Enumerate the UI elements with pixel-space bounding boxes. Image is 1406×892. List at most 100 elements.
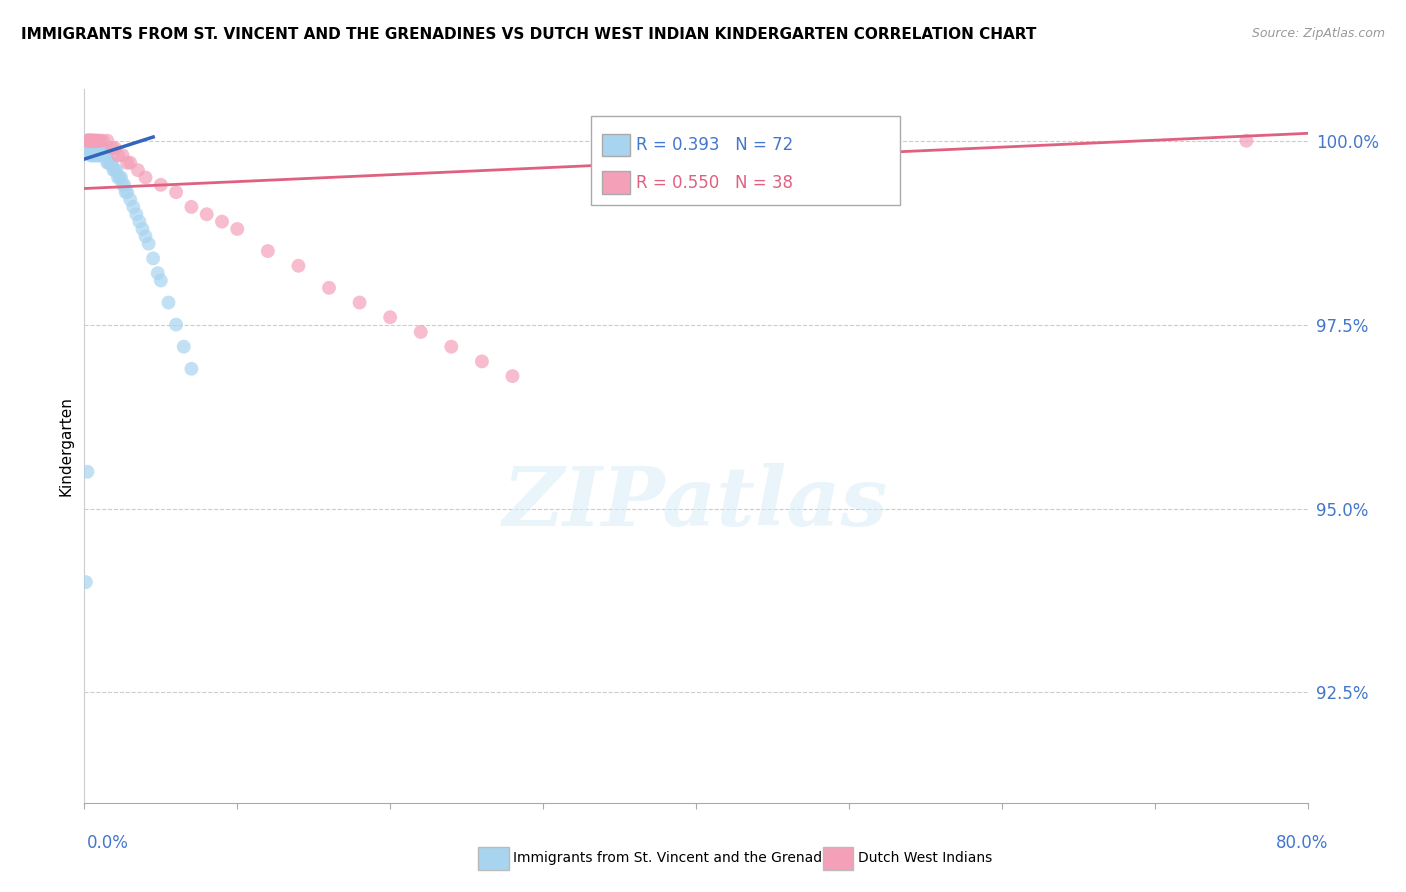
Point xyxy=(122,200,145,214)
Point xyxy=(86,141,108,155)
Point xyxy=(97,155,120,169)
Point xyxy=(108,170,131,185)
Point xyxy=(128,214,150,228)
Point xyxy=(149,273,172,287)
Point xyxy=(83,148,105,162)
Point xyxy=(103,163,125,178)
Point xyxy=(80,141,103,155)
Point xyxy=(76,141,98,155)
Point xyxy=(75,575,97,590)
Point xyxy=(84,134,107,148)
Point xyxy=(173,340,195,354)
Point xyxy=(76,465,98,479)
Point xyxy=(83,141,105,155)
Point xyxy=(87,148,110,162)
Point xyxy=(84,141,107,155)
Point xyxy=(135,229,157,244)
Point xyxy=(89,141,111,155)
Point xyxy=(142,252,165,266)
Point xyxy=(115,155,138,169)
Point xyxy=(318,281,340,295)
Point xyxy=(120,155,142,169)
Point xyxy=(90,148,112,162)
Point xyxy=(77,141,100,155)
Point xyxy=(77,134,100,148)
Point xyxy=(157,295,180,310)
Point xyxy=(76,134,98,148)
Point xyxy=(125,207,148,221)
Point xyxy=(86,134,108,148)
Point xyxy=(77,134,100,148)
Point xyxy=(79,134,101,148)
Point xyxy=(76,134,98,148)
Point xyxy=(115,185,138,199)
Point xyxy=(180,361,202,376)
Point xyxy=(93,148,115,162)
Point xyxy=(79,148,101,162)
Point xyxy=(120,193,142,207)
Point xyxy=(107,148,129,162)
Point xyxy=(77,141,100,155)
Point xyxy=(380,310,402,325)
Text: ZIPatlas: ZIPatlas xyxy=(503,463,889,543)
Point xyxy=(80,141,103,155)
Point xyxy=(76,134,98,148)
Point xyxy=(96,134,118,148)
Point xyxy=(502,369,524,384)
Point xyxy=(112,178,135,192)
Point xyxy=(131,222,153,236)
Point xyxy=(349,295,371,310)
Point xyxy=(180,200,202,214)
Point xyxy=(1234,134,1257,148)
Point xyxy=(146,266,169,280)
Point xyxy=(98,155,121,169)
Point xyxy=(114,185,136,199)
Point xyxy=(471,354,494,368)
Point xyxy=(86,148,108,162)
Point xyxy=(226,222,249,236)
Point xyxy=(165,185,187,199)
Point xyxy=(96,148,118,162)
Point xyxy=(86,134,108,148)
Point xyxy=(195,207,218,221)
Point xyxy=(79,134,101,148)
Point xyxy=(91,148,114,162)
Point xyxy=(80,134,103,148)
Point xyxy=(211,214,233,228)
Point xyxy=(440,340,463,354)
Point xyxy=(76,134,98,148)
Point xyxy=(84,148,107,162)
Point xyxy=(77,134,100,148)
Point xyxy=(75,134,97,148)
Point xyxy=(138,236,160,251)
Point xyxy=(105,163,128,178)
Point xyxy=(101,141,124,155)
Point xyxy=(87,141,110,155)
Point xyxy=(110,170,132,185)
Point xyxy=(107,170,129,185)
Point xyxy=(135,170,157,185)
Text: R = 0.393   N = 72: R = 0.393 N = 72 xyxy=(636,136,793,154)
Point xyxy=(77,141,100,155)
Point xyxy=(75,134,97,148)
Point xyxy=(89,134,111,148)
Point xyxy=(287,259,309,273)
Text: R = 0.550   N = 38: R = 0.550 N = 38 xyxy=(636,174,793,192)
Point xyxy=(409,325,432,339)
Point xyxy=(257,244,280,258)
Point xyxy=(104,163,127,178)
Text: IMMIGRANTS FROM ST. VINCENT AND THE GRENADINES VS DUTCH WEST INDIAN KINDERGARTEN: IMMIGRANTS FROM ST. VINCENT AND THE GREN… xyxy=(21,27,1036,42)
Point xyxy=(111,178,134,192)
Point xyxy=(89,134,111,148)
Point xyxy=(94,148,117,162)
Point xyxy=(80,134,103,148)
Point xyxy=(80,134,103,148)
Text: 0.0%: 0.0% xyxy=(87,834,129,852)
Point xyxy=(79,134,101,148)
Point xyxy=(79,141,101,155)
Text: Immigrants from St. Vincent and the Grenadines: Immigrants from St. Vincent and the Gren… xyxy=(513,851,851,865)
Point xyxy=(91,141,114,155)
Point xyxy=(101,155,124,169)
Point xyxy=(84,134,107,148)
Point xyxy=(149,178,172,192)
